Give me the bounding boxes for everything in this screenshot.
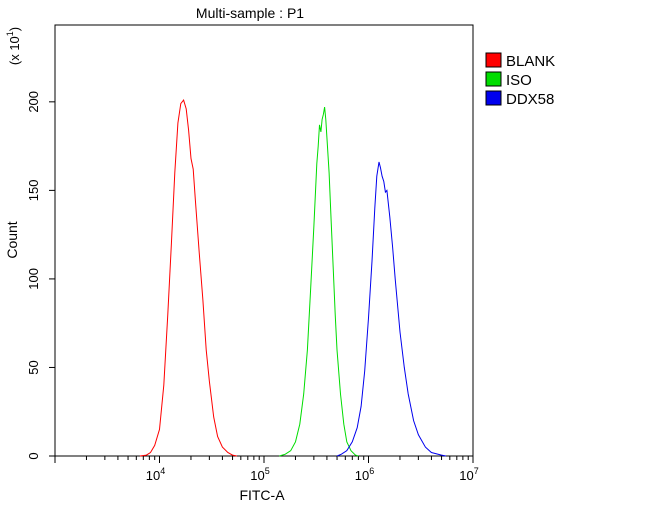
y-tick-label: 50 xyxy=(26,360,41,374)
x-axis-label: FITC-A xyxy=(239,487,285,503)
y-axis: 0 50 100 150 200 xyxy=(26,91,55,460)
x-tick-label: 107 xyxy=(459,466,478,483)
legend-label-iso: ISO xyxy=(506,72,532,89)
chart-title: Multi-sample : P1 xyxy=(196,5,304,21)
legend: BLANK ISO DDX58 xyxy=(485,52,555,108)
x-axis: 104 105 106 107 xyxy=(54,456,479,483)
legend-swatch-iso xyxy=(485,71,502,87)
y-tick-label: 0 xyxy=(26,452,41,459)
legend-swatch-blank xyxy=(485,52,502,68)
x-tick-label: 105 xyxy=(250,466,269,483)
y-tick-label: 100 xyxy=(26,268,41,290)
series-line-blank xyxy=(139,99,238,457)
y-axis-multiplier: (x 101) xyxy=(5,27,22,65)
y-multiplier-base: (x 10 xyxy=(7,36,22,65)
y-tick-label: 200 xyxy=(26,91,41,113)
legend-swatch-ddx58 xyxy=(485,90,502,106)
series-line-ddx58 xyxy=(336,161,447,457)
x-tick-label: 106 xyxy=(355,466,374,483)
x-tick-label: 104 xyxy=(146,466,165,483)
y-multiplier-exp: 1 xyxy=(5,31,15,36)
y-multiplier-close: ) xyxy=(7,27,22,31)
plot-frame xyxy=(54,24,474,457)
y-axis-label: Count xyxy=(4,221,20,258)
legend-label-blank: BLANK xyxy=(506,53,555,70)
legend-label-ddx58: DDX58 xyxy=(506,91,554,108)
series-line-iso xyxy=(279,107,359,457)
y-tick-label: 150 xyxy=(26,180,41,202)
series-layer xyxy=(139,99,447,457)
